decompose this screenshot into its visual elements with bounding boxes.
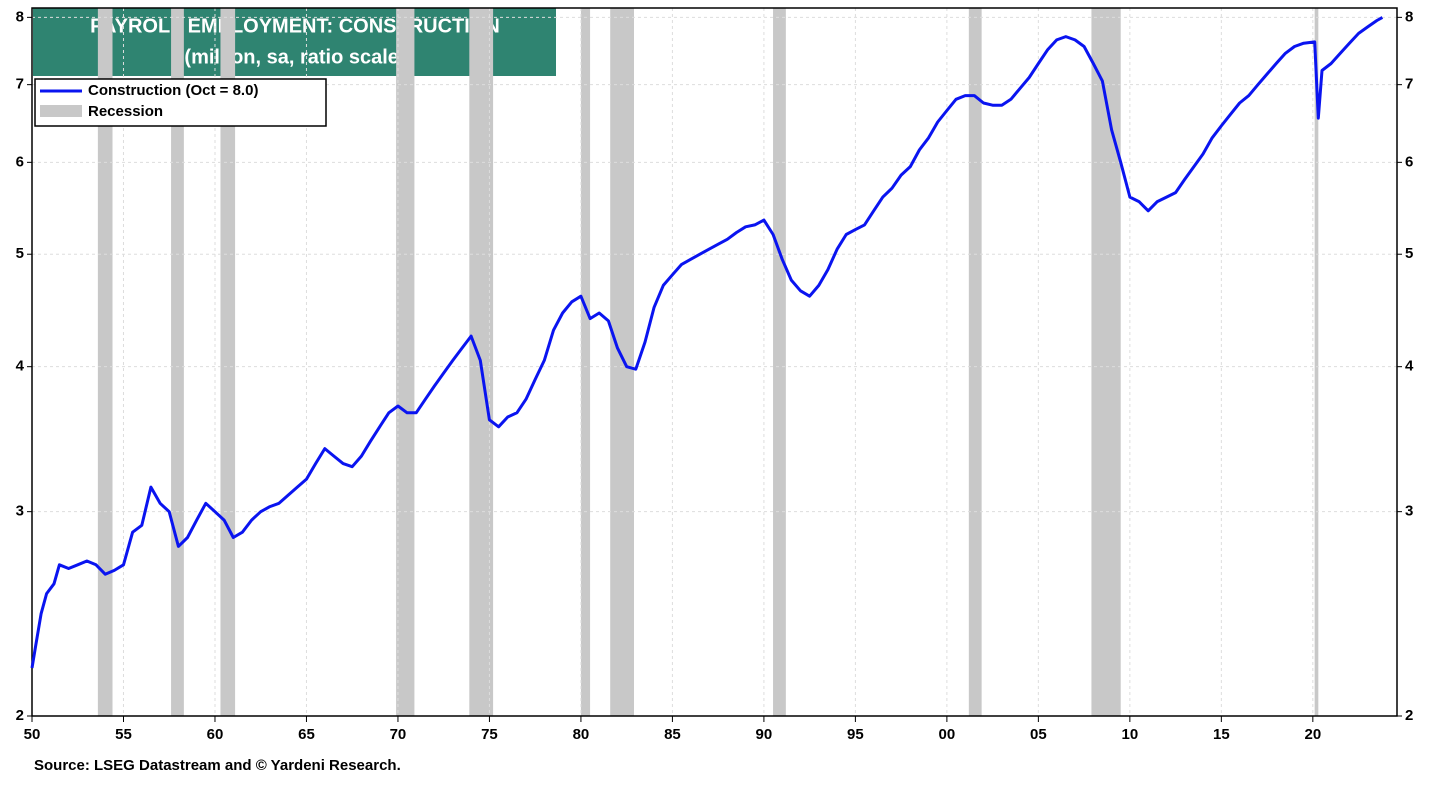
legend-label: Recession (88, 103, 163, 120)
x-tick-label: 55 (115, 726, 132, 743)
y2-tick-label: 7 (1405, 76, 1413, 93)
x-tick-label: 95 (847, 726, 864, 743)
chart-title: PAYROLL EMPLOYMENT: CONSTRUCTION (90, 15, 500, 37)
y2-tick-label: 8 (1405, 8, 1413, 25)
x-tick-label: 90 (756, 726, 773, 743)
legend-label: Construction (Oct = 8.0) (88, 82, 258, 99)
plot-frame (31, 7, 1398, 717)
recession-band (968, 8, 982, 716)
x-tick-label: 20 (1304, 726, 1321, 743)
x-tick-label: 15 (1213, 726, 1230, 743)
recession-band (773, 8, 786, 716)
y-tick-label: 3 (16, 503, 24, 520)
x-tick-label: 65 (298, 726, 315, 743)
legend-box (34, 78, 327, 127)
x-tick-label: 05 (1030, 726, 1047, 743)
recession-band (396, 8, 415, 716)
y-tick-label: 2 (16, 707, 24, 724)
recession-band (97, 8, 113, 716)
y-tick-label: 8 (16, 8, 24, 25)
y-tick-label: 4 (16, 358, 25, 375)
recession-band (1091, 8, 1121, 716)
source: Source: LSEG Datastream and © Yardeni Re… (34, 757, 401, 774)
y2-tick-label: 2 (1405, 707, 1413, 724)
x-tick-label: 60 (207, 726, 224, 743)
recession-band (580, 8, 591, 716)
series-line (30, 16, 1384, 669)
y2-tick-label: 6 (1405, 153, 1413, 170)
x-tick-label: 85 (664, 726, 681, 743)
x-tick-label: 50 (24, 726, 41, 743)
x-tick-label: 00 (939, 726, 956, 743)
recession-band (220, 8, 236, 716)
chart-subtitle: (million, sa, ratio scale) (184, 46, 405, 68)
x-tick-label: 70 (390, 726, 407, 743)
recession-band (171, 8, 184, 716)
x-tick-label: 10 (1122, 726, 1139, 743)
title-box (33, 8, 556, 76)
recession-band (610, 8, 634, 716)
y-tick-label: 5 (16, 245, 24, 262)
recession-band (1314, 8, 1319, 716)
y2-tick-label: 4 (1405, 358, 1414, 375)
y2-tick-label: 5 (1405, 245, 1413, 262)
y2-tick-label: 3 (1405, 503, 1413, 520)
x-tick-label: 80 (573, 726, 590, 743)
y-tick-label: 6 (16, 153, 24, 170)
y-tick-label: 7 (16, 76, 24, 93)
x-tick-label: 75 (481, 726, 498, 743)
legend-swatch (40, 105, 82, 117)
